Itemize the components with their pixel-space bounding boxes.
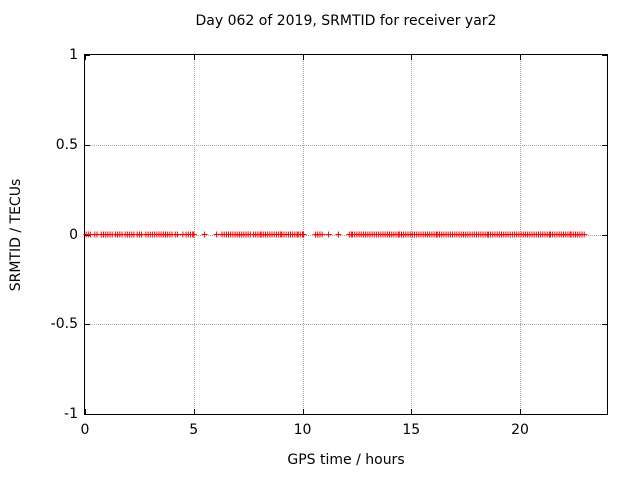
x-tick-label: 20 bbox=[511, 422, 529, 438]
data-points bbox=[83, 231, 588, 238]
y-tick-mark bbox=[602, 234, 607, 236]
y-tick-mark bbox=[602, 324, 607, 326]
y-tick-mark bbox=[85, 55, 90, 56]
y-grid-line bbox=[85, 234, 607, 236]
y-tick-label: -0.5 bbox=[50, 316, 78, 333]
y-tick-mark bbox=[85, 414, 90, 415]
plot-area bbox=[83, 54, 608, 415]
y-grid-line bbox=[85, 324, 607, 326]
y-tick-mark bbox=[602, 414, 607, 415]
x-tick-mark bbox=[520, 409, 521, 414]
x-tick-label: 15 bbox=[402, 422, 421, 438]
y-axis-label: SRMTID / TECUs bbox=[8, 178, 24, 292]
x-tick-mark bbox=[85, 55, 86, 60]
data-points-layer bbox=[83, 231, 588, 238]
x-axis-label: GPS time / hours bbox=[287, 452, 405, 468]
x-tick-mark bbox=[520, 55, 521, 60]
y-tick-mark bbox=[602, 144, 607, 146]
x-tick-mark bbox=[193, 55, 195, 60]
x-tick-label: 0 bbox=[80, 422, 90, 438]
y-tick-mark bbox=[85, 324, 90, 326]
x-tick-label: 10 bbox=[293, 422, 312, 438]
x-tick-mark bbox=[85, 409, 86, 414]
chart-title: Day 062 of 2019, SRMTID for receiver yar… bbox=[195, 13, 497, 29]
x-tick-mark bbox=[302, 55, 304, 60]
x-tick-mark bbox=[193, 409, 195, 414]
x-tick-label: 5 bbox=[189, 422, 199, 438]
x-tick-mark bbox=[411, 55, 413, 60]
y-grid-line bbox=[85, 144, 607, 146]
y-tick-label: 1 bbox=[69, 47, 78, 63]
y-tick-mark bbox=[85, 144, 90, 146]
y-tick-label: 0 bbox=[69, 226, 78, 243]
x-tick-mark bbox=[411, 409, 413, 414]
y-tick-label: 0.5 bbox=[55, 136, 78, 153]
y-tick-label: -1 bbox=[64, 406, 78, 422]
x-tick-mark bbox=[302, 409, 304, 414]
y-tick-mark bbox=[602, 55, 607, 56]
